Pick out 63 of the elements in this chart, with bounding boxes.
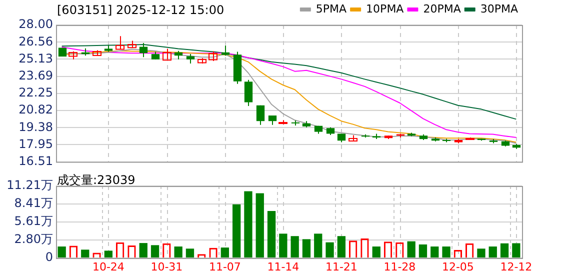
bar bbox=[256, 193, 264, 258]
y-tick-label: 28.00 bbox=[18, 17, 53, 32]
bar bbox=[139, 243, 148, 258]
bar bbox=[500, 243, 509, 258]
legend-label: 10PMA bbox=[366, 2, 404, 16]
candlestick bbox=[186, 54, 195, 64]
x-tick-label: 12-12 bbox=[500, 260, 532, 274]
bar bbox=[430, 246, 439, 258]
bar bbox=[220, 248, 230, 258]
x-tick-label: 11-21 bbox=[325, 260, 358, 274]
y-tick-label: 16.51 bbox=[18, 154, 53, 168]
y-tick-label: 20.82 bbox=[18, 102, 53, 117]
y-tick-label: 22.25 bbox=[18, 86, 53, 100]
y-tick-label: 26.56 bbox=[18, 34, 53, 48]
candlestick bbox=[221, 44, 230, 56]
chart-title: [603151] 2025-12-12 15:00 bbox=[57, 3, 224, 17]
y-tick-label: 23.69 bbox=[18, 68, 53, 82]
bar bbox=[442, 246, 450, 258]
legend-label: 30PMA bbox=[480, 2, 518, 16]
bar bbox=[512, 243, 520, 258]
legend-label: 20PMA bbox=[423, 2, 462, 16]
bar bbox=[302, 239, 311, 258]
x-tick-label: 10-24 bbox=[92, 260, 124, 274]
legend-label: 5PMA bbox=[316, 2, 348, 16]
candlestick bbox=[208, 50, 218, 62]
bar bbox=[372, 246, 380, 258]
bar bbox=[418, 244, 428, 258]
bar bbox=[232, 204, 241, 258]
y-tick-label: 25.13 bbox=[18, 51, 53, 66]
x-tick-label: 11-14 bbox=[267, 260, 300, 274]
x-tick-label: 12-05 bbox=[442, 260, 474, 274]
bar bbox=[81, 250, 90, 258]
bar bbox=[174, 246, 182, 258]
bar bbox=[186, 248, 194, 258]
annotation: 成交量:23039 bbox=[57, 172, 136, 189]
bar bbox=[150, 245, 160, 258]
y-tick-label: 8.41万 bbox=[14, 196, 53, 210]
bar bbox=[488, 246, 497, 258]
candlestick bbox=[139, 42, 148, 58]
candlestick bbox=[256, 104, 265, 126]
x-tick-label: 10-31 bbox=[150, 260, 183, 274]
bar bbox=[244, 191, 252, 258]
x-tick-label: 11-07 bbox=[208, 260, 241, 274]
bar bbox=[267, 211, 276, 258]
bar bbox=[279, 234, 288, 258]
bar bbox=[337, 236, 346, 258]
y-tick-label: 11.21万 bbox=[6, 178, 53, 192]
candlestick bbox=[244, 79, 253, 106]
candlestick bbox=[162, 48, 172, 61]
y-tick-label: 2.80万 bbox=[14, 232, 53, 246]
y-tick-label: 17.95 bbox=[18, 136, 53, 151]
bar bbox=[477, 248, 486, 258]
bar bbox=[326, 242, 334, 258]
y-tick-label: 5.61万 bbox=[14, 214, 53, 228]
y-tick-label: 19.38 bbox=[18, 120, 53, 134]
y-tick-label: 0 bbox=[45, 250, 53, 264]
bar bbox=[407, 241, 416, 258]
bar bbox=[58, 246, 66, 258]
bar bbox=[104, 250, 113, 258]
bar bbox=[290, 236, 299, 258]
bar bbox=[314, 234, 322, 258]
candlestick bbox=[116, 36, 124, 50]
x-tick-label: 11-28 bbox=[384, 260, 416, 274]
